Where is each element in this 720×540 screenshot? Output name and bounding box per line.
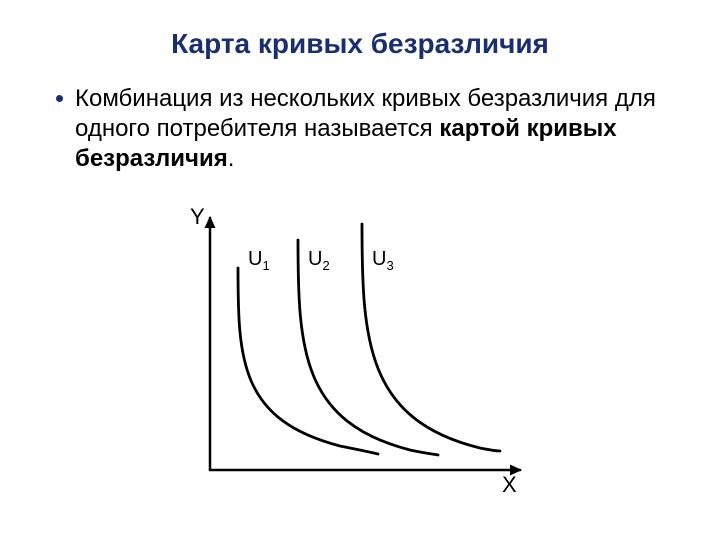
indifference-curve-chart: Y X U1U2U3 [180, 210, 540, 510]
slide-title: Карта кривых безразличия [48, 28, 672, 60]
x-axis-label: X [502, 472, 517, 498]
y-axis-label: Y [190, 204, 205, 230]
bullet-item: Комбинация из нескольких кривых безразли… [56, 84, 664, 174]
curve-label-u1: U1 [248, 248, 270, 273]
chart-svg [180, 210, 540, 510]
curve-label-u2: U2 [308, 248, 330, 273]
bullet-post: . [228, 145, 235, 172]
curve-label-u3: U3 [372, 248, 394, 273]
bullet-text: Комбинация из нескольких кривых безразли… [75, 84, 664, 174]
slide: Карта кривых безразличия Комбинация из н… [0, 0, 720, 540]
bullet-dot-icon [56, 95, 63, 102]
